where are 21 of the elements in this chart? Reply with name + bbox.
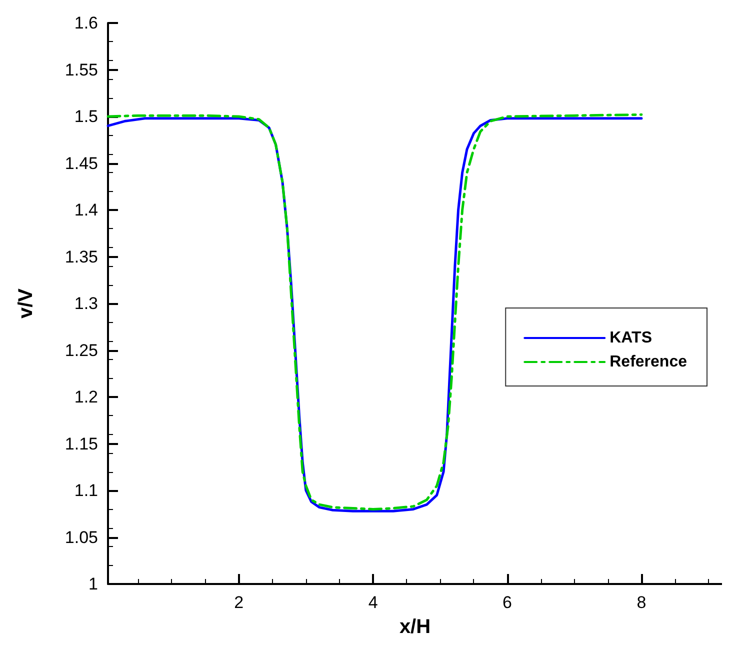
y-tick-label: 1.3 [74, 294, 98, 313]
y-tick-label: 1.5 [74, 107, 98, 126]
x-tick-label: 6 [502, 593, 512, 612]
y-tick-label: 1.25 [64, 340, 98, 360]
legend-label: Reference [610, 354, 688, 370]
y-tick-label: 1 [88, 574, 98, 594]
legend-label: KATS [610, 330, 652, 346]
y-tick-label: 1.35 [64, 247, 98, 266]
x-axis-title: x/H [399, 616, 431, 638]
y-axis-title: v/V [15, 288, 37, 319]
y-tick-label: 1.45 [64, 154, 98, 173]
x-tick-label: 4 [368, 593, 378, 612]
y-tick-label: 1.55 [64, 60, 98, 80]
y-tick-label: 1.2 [74, 388, 98, 406]
y-tick-label: 1.6 [74, 14, 98, 32]
x-tick-label: 2 [234, 593, 244, 612]
y-tick-label: 1.1 [74, 481, 98, 500]
y-tick-label: 1.4 [74, 200, 98, 220]
x-tick-label: 8 [636, 593, 646, 612]
y-tick-label: 1.15 [64, 434, 98, 454]
y-tick-label: 1.05 [64, 528, 98, 547]
